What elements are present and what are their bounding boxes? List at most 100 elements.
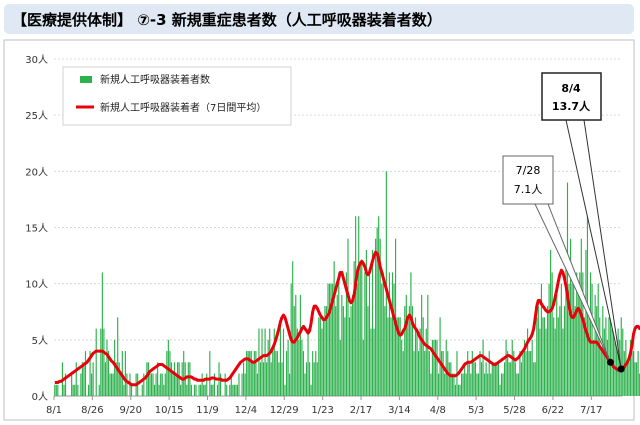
marker-0728 bbox=[606, 358, 614, 366]
bar bbox=[482, 339, 484, 396]
bar bbox=[422, 317, 424, 396]
bar bbox=[281, 362, 283, 396]
bar bbox=[155, 373, 157, 396]
bar bbox=[292, 261, 294, 396]
bar bbox=[465, 373, 467, 396]
bar bbox=[494, 362, 496, 396]
bar bbox=[554, 328, 556, 396]
y-tick-label: 25人 bbox=[25, 110, 48, 122]
bar bbox=[497, 362, 499, 396]
bar bbox=[530, 351, 532, 396]
bar bbox=[471, 351, 473, 396]
bar bbox=[609, 317, 612, 396]
bar bbox=[72, 384, 74, 396]
x-tick-label: 5/3 bbox=[468, 405, 484, 416]
bar bbox=[500, 373, 503, 396]
bar bbox=[459, 384, 461, 396]
bar bbox=[332, 283, 334, 396]
bar bbox=[444, 373, 446, 396]
bar bbox=[546, 306, 549, 396]
bar bbox=[57, 384, 59, 396]
bar bbox=[269, 328, 271, 396]
bar bbox=[63, 384, 65, 396]
bar bbox=[370, 328, 372, 396]
bar bbox=[562, 328, 564, 396]
bar bbox=[390, 317, 392, 396]
bar bbox=[84, 351, 87, 396]
bar bbox=[233, 384, 235, 396]
bar bbox=[335, 306, 337, 396]
bar bbox=[264, 328, 266, 396]
bar bbox=[348, 317, 351, 396]
bar bbox=[453, 373, 455, 396]
bar bbox=[510, 362, 512, 396]
bar bbox=[560, 283, 562, 396]
bar bbox=[502, 373, 504, 396]
bar bbox=[342, 306, 344, 396]
bar bbox=[375, 238, 377, 396]
bar bbox=[198, 384, 200, 396]
bar bbox=[178, 362, 180, 396]
bar bbox=[576, 272, 578, 396]
bar bbox=[474, 362, 476, 396]
bar bbox=[394, 238, 397, 396]
bar bbox=[255, 351, 257, 396]
bar bbox=[110, 373, 113, 396]
bar bbox=[361, 261, 363, 396]
bar bbox=[54, 384, 56, 396]
bar bbox=[585, 249, 587, 396]
bar bbox=[548, 283, 550, 396]
x-tick-label: 10/15 bbox=[155, 405, 184, 416]
bar bbox=[253, 351, 255, 396]
bar bbox=[161, 373, 163, 396]
bar bbox=[201, 373, 203, 396]
bar bbox=[107, 351, 110, 396]
bar bbox=[536, 317, 538, 396]
bar bbox=[571, 283, 573, 396]
bar bbox=[304, 373, 306, 396]
bar bbox=[464, 362, 466, 396]
bar bbox=[387, 317, 389, 396]
bar bbox=[206, 373, 208, 396]
bar bbox=[436, 339, 438, 396]
x-tick-label: 12/4 bbox=[235, 405, 257, 416]
bar bbox=[508, 362, 510, 396]
bar bbox=[525, 351, 527, 396]
bar bbox=[157, 362, 159, 396]
y-tick-label: 10人 bbox=[25, 279, 48, 291]
bar bbox=[430, 373, 432, 396]
bar bbox=[112, 373, 114, 396]
bar bbox=[543, 317, 546, 396]
bar bbox=[467, 351, 469, 396]
bar bbox=[336, 294, 338, 396]
bar bbox=[305, 362, 308, 396]
bar bbox=[396, 317, 398, 396]
bar bbox=[499, 384, 501, 396]
bar bbox=[339, 339, 341, 396]
bar bbox=[126, 373, 128, 396]
bar bbox=[235, 384, 237, 396]
bar bbox=[385, 171, 387, 396]
bar bbox=[321, 328, 323, 396]
bar bbox=[487, 373, 489, 396]
y-tick-label: 20人 bbox=[25, 166, 48, 178]
bar bbox=[143, 373, 145, 396]
bar bbox=[381, 283, 383, 396]
x-tick-label: 8/26 bbox=[81, 405, 103, 416]
bar bbox=[540, 283, 542, 396]
bar bbox=[441, 351, 443, 396]
bar bbox=[213, 373, 215, 396]
bar bbox=[448, 362, 450, 396]
bar bbox=[617, 328, 619, 396]
bar bbox=[542, 317, 544, 396]
bar bbox=[551, 272, 553, 396]
bar bbox=[404, 306, 406, 396]
bar bbox=[270, 362, 272, 396]
bar bbox=[431, 339, 433, 396]
bar bbox=[565, 261, 567, 396]
bar bbox=[164, 373, 166, 396]
bar bbox=[416, 328, 418, 396]
bar bbox=[282, 328, 285, 396]
bar bbox=[522, 351, 524, 396]
